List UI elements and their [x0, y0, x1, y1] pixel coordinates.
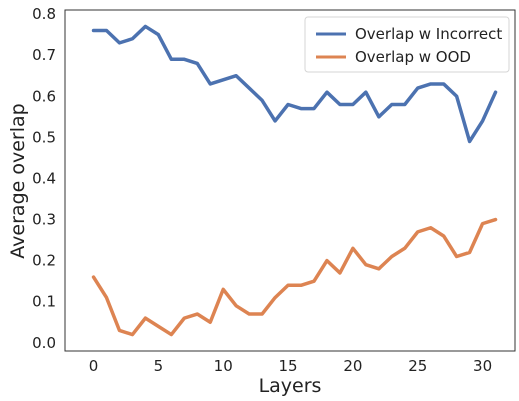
y-tick-label: 0.4: [32, 169, 56, 187]
x-tick-label: 5: [154, 357, 164, 375]
x-tick-label: 15: [279, 357, 298, 375]
series-lines: [91, 24, 498, 337]
y-axis-label: Average overlap: [7, 103, 29, 258]
x-tick-label: 20: [343, 357, 362, 375]
y-tick-label: 0.3: [32, 211, 56, 229]
y-tick-label: 0.1: [32, 293, 56, 311]
series-line-incorrect: [91, 24, 498, 144]
x-tick-label: 10: [214, 357, 233, 375]
y-tick-label: 0.8: [32, 5, 56, 23]
y-tick-label: 0.2: [32, 252, 56, 270]
legend: Overlap w Incorrect Overlap w OOD: [304, 16, 510, 73]
x-tick-labels: 0 5 10 15 20 25 30: [89, 357, 492, 375]
x-tick-label: 0: [89, 357, 99, 375]
legend-label-ood: Overlap w OOD: [355, 48, 471, 66]
x-tick-label: 30: [473, 357, 492, 375]
y-tick-labels: 0.0 0.1 0.2 0.3 0.4 0.5 0.6 0.7 0.8: [32, 5, 56, 352]
series-line-ood: [91, 217, 498, 337]
x-tick-label: 25: [408, 357, 427, 375]
legend-box: [304, 16, 510, 73]
y-tick-label: 0.6: [32, 87, 56, 105]
x-axis-label: Layers: [259, 375, 322, 397]
y-tick-label: 0.0: [32, 334, 56, 352]
y-tick-label: 0.7: [32, 46, 56, 64]
y-tick-label: 0.5: [32, 128, 56, 146]
legend-label-incorrect: Overlap w Incorrect: [355, 25, 502, 43]
